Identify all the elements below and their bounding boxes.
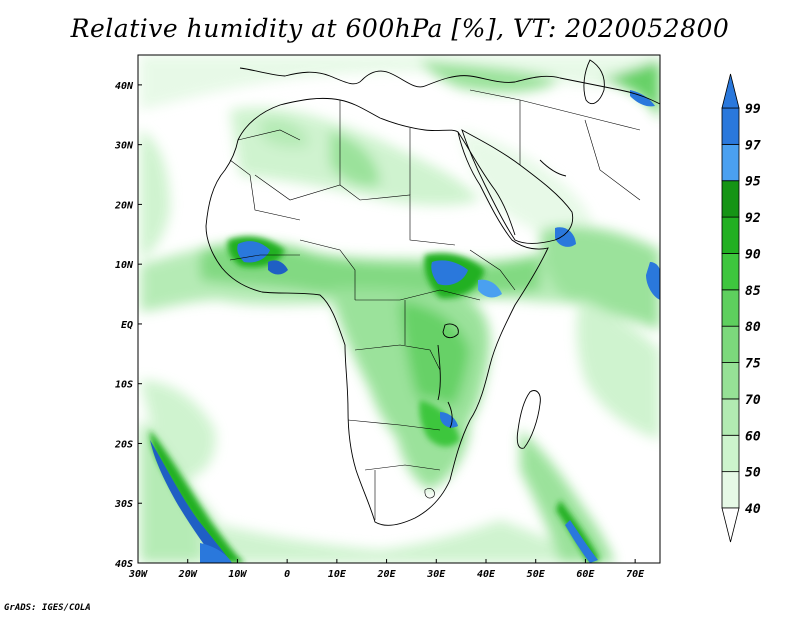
map-title: Relative humidity at 600hPa [%], VT: 202…	[70, 14, 730, 43]
colorbar-label: 70	[745, 393, 761, 408]
lon-tick-label: 30E	[426, 569, 446, 580]
map-frame	[137, 54, 661, 564]
colorbar-segment	[721, 289, 740, 327]
lon-tick-label: 10E	[328, 569, 347, 580]
lon-tick-label: 40E	[477, 569, 496, 580]
lat-tick-label: 30S	[114, 499, 133, 510]
colorbar-label: 75	[745, 357, 761, 372]
colorbar-label: 50	[745, 466, 761, 481]
lon-tick-label: 20W	[178, 569, 198, 580]
colorbar-segment	[721, 398, 740, 436]
lat-tick-label: EQ	[121, 320, 133, 331]
humidity-field	[138, 55, 660, 563]
colorbar-label: 85	[745, 284, 761, 299]
colorbar-label: 90	[745, 247, 761, 262]
lon-tick-label: 20E	[377, 569, 397, 580]
lon-tick-label: 50E	[527, 569, 546, 580]
lat-tick-label: 20N	[114, 200, 134, 211]
lat-tick-label: 40N	[115, 81, 134, 92]
colorbar-segment	[721, 325, 740, 363]
lat-tick-label: 30N	[114, 141, 134, 152]
colorbar-label: 40	[745, 502, 761, 517]
lon-tick-label: 30W	[128, 569, 148, 580]
colorbar-label: 97	[745, 138, 761, 153]
grads-credit: GrADS: IGES/COLA	[4, 603, 91, 613]
colorbar-label: 80	[745, 320, 761, 335]
lon-tick-label: 60E	[576, 569, 595, 580]
coastlines	[205, 59, 660, 526]
colorbar-segment	[721, 471, 740, 509]
colorbar-segment	[721, 180, 740, 218]
colorbar-segment	[721, 216, 740, 254]
lon-tick-label: 70E	[626, 569, 645, 580]
colorbar-bottom-arrow	[721, 507, 740, 543]
lat-tick-label: 10S	[115, 380, 133, 391]
colorbar: 40 50 60 70 75 80 85 90 92 95 97 99	[721, 73, 761, 543]
colorbar-label: 99	[745, 102, 761, 117]
lat-tick-label: 40S	[115, 559, 133, 570]
colorbar-label: 92	[745, 211, 761, 226]
lat-tick-label: 10N	[115, 260, 134, 271]
colorbar-segment	[721, 434, 740, 473]
lon-tick-label: 0	[284, 569, 290, 580]
colorbar-label: 60	[745, 429, 761, 444]
longitude-axis: 30W 20W 10W 0 10E 20E 30E 40E 50E 60E 70E	[128, 559, 645, 580]
colorbar-label: 95	[745, 175, 761, 190]
latitude-axis: 40N 30N 20N 10N EQ 10S 20S 30S 40S	[114, 81, 142, 570]
country-borders	[229, 89, 641, 520]
colorbar-segment	[721, 143, 740, 182]
colorbar-segment	[721, 362, 740, 400]
colorbar-top-arrow	[721, 73, 740, 109]
lon-tick-label: 10W	[228, 569, 247, 580]
colorbar-segment	[721, 107, 740, 145]
colorbar-segment	[721, 253, 740, 291]
lat-tick-label: 20S	[114, 439, 133, 450]
